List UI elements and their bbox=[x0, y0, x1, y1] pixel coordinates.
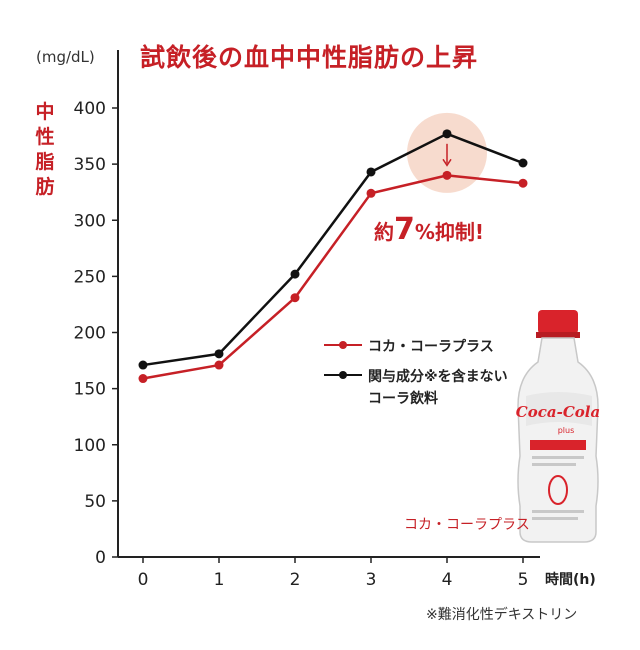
x-tick-label: 1 bbox=[214, 570, 225, 590]
x-tick-label: 5 bbox=[518, 570, 529, 590]
series-line-control bbox=[142, 132, 524, 367]
data-point-coke-plus bbox=[138, 374, 148, 384]
data-point-coke-plus bbox=[214, 360, 224, 370]
y-tick-label: 350 bbox=[74, 155, 106, 175]
callout-prefix: 約 bbox=[374, 220, 394, 244]
bottle-sub: plus bbox=[558, 426, 575, 435]
x-axis-label: 時間(h) bbox=[545, 572, 596, 588]
y-tick-label: 50 bbox=[84, 492, 106, 512]
callout-number: 7 bbox=[394, 212, 415, 247]
data-point-control bbox=[138, 360, 148, 370]
y-tick-label: 0 bbox=[95, 548, 106, 568]
y-unit-label: (mg/dL) bbox=[36, 48, 95, 66]
data-point-coke-plus bbox=[442, 170, 452, 180]
legend-label-coke-plus: コカ・コーラプラス bbox=[368, 339, 494, 355]
x-tick-label: 0 bbox=[138, 570, 149, 590]
data-point-control bbox=[214, 349, 224, 359]
x-tick-label: 4 bbox=[442, 570, 453, 590]
footnote: ※難消化性デキストリン bbox=[426, 607, 578, 623]
y-tick-label: 300 bbox=[74, 211, 106, 231]
legend-item-control: 関与成分※を含まない コーラ飲料 bbox=[324, 366, 508, 410]
bottle-brand: Coca-Cola bbox=[516, 403, 600, 421]
x-tick-label: 2 bbox=[290, 570, 301, 590]
y-axis-label: 中性脂肪 bbox=[35, 101, 55, 198]
reduction-arrowhead bbox=[442, 158, 452, 167]
callout-suffix: %抑制! bbox=[414, 220, 485, 244]
bottle-image: Coca-Cola plus bbox=[508, 306, 608, 550]
legend-label-control: 関与成分※を含まない コーラ飲料 bbox=[368, 369, 508, 407]
data-point-coke-plus bbox=[518, 178, 528, 188]
legend-swatch-coke-plus bbox=[324, 336, 362, 354]
legend-item-coke-plus: コカ・コーラプラス bbox=[324, 336, 508, 358]
y-tick-label: 150 bbox=[74, 380, 106, 400]
data-point-control bbox=[518, 158, 528, 168]
data-point-control bbox=[366, 167, 376, 177]
data-point-control bbox=[442, 129, 452, 139]
legend: コカ・コーラプラス 関与成分※を含まない コーラ飲料 bbox=[324, 336, 508, 418]
reduction-callout: 約7%抑制! bbox=[374, 212, 484, 247]
data-point-control bbox=[290, 269, 300, 279]
product-label: コカ・コーラプラス bbox=[404, 517, 530, 533]
y-tick-label: 100 bbox=[74, 436, 106, 456]
legend-swatch-control bbox=[324, 366, 362, 384]
x-tick-label: 3 bbox=[366, 570, 377, 590]
chart-title: 試飲後の血中中性脂肪の上昇 bbox=[140, 43, 479, 72]
series-line-coke-plus bbox=[142, 174, 524, 380]
y-tick-label: 400 bbox=[74, 99, 106, 119]
data-point-coke-plus bbox=[366, 188, 376, 198]
y-tick-label: 250 bbox=[74, 267, 106, 287]
y-tick-label: 200 bbox=[74, 324, 106, 344]
data-point-coke-plus bbox=[290, 293, 300, 303]
